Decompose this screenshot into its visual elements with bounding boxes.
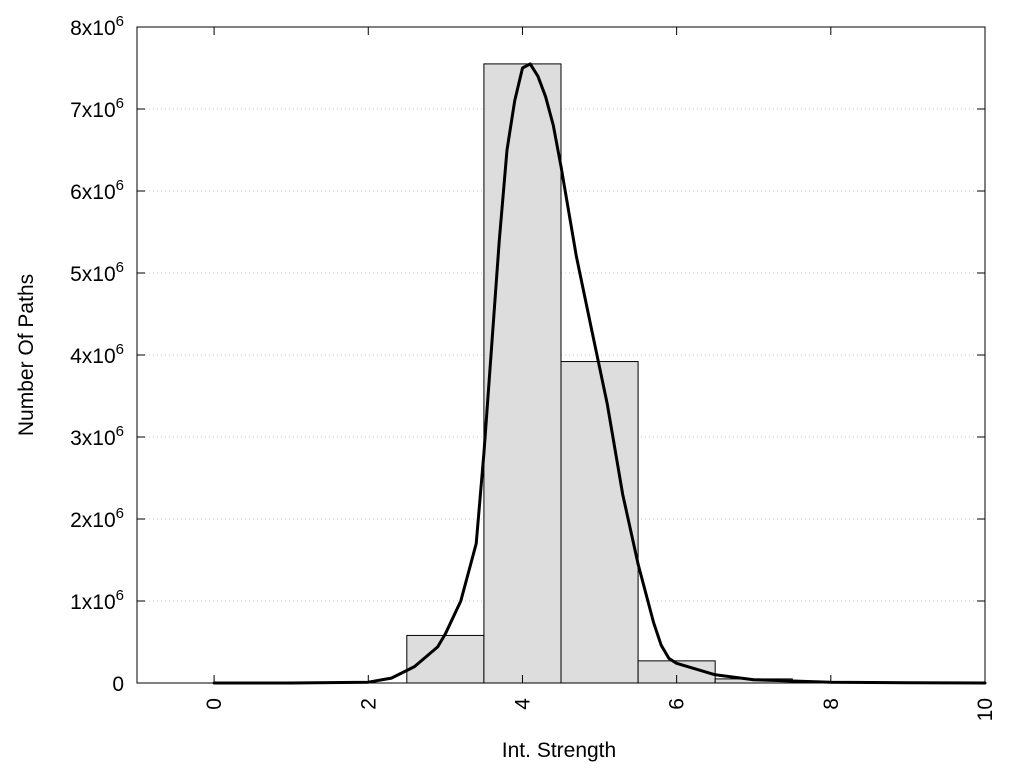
x-tick-label: 10 [974,698,997,721]
y-tick-label: 6x106 [70,177,124,204]
x-tick-label: 4 [511,698,534,710]
x-tick-label: 2 [357,698,380,710]
y-tick-label: 3x106 [70,423,124,450]
axis-ticks [137,26,986,684]
fit-curve-layer [212,62,987,685]
histogram-bar [406,634,485,684]
x-tick-labels: 0 2 4 6 8 10 [203,698,997,722]
fit-curve [212,62,987,685]
histogram-bar [483,63,562,684]
y-tick-label: 7x106 [70,95,124,122]
histogram-bar [560,361,639,684]
x-tick-label: 8 [820,698,843,710]
y-tick-label: 4x106 [70,341,124,368]
y-tick-label: 8x106 [70,13,124,40]
y-tick-label: 2x106 [70,505,124,532]
x-axis-title: Int. Strength [502,739,616,762]
y-tick-label: 5x106 [70,259,124,286]
y-tick-label: 1x106 [70,587,124,614]
x-tick-label: 6 [666,698,689,710]
y-axis-title: Number Of Paths [15,274,38,436]
y-tick-label: 0 [112,673,124,696]
y-tick-labels: 0 1x106 2x106 3x106 4x106 5x106 6x106 7x106 8x10… [70,13,124,696]
histogram-bars [406,63,793,684]
x-tick-label: 0 [203,698,226,710]
